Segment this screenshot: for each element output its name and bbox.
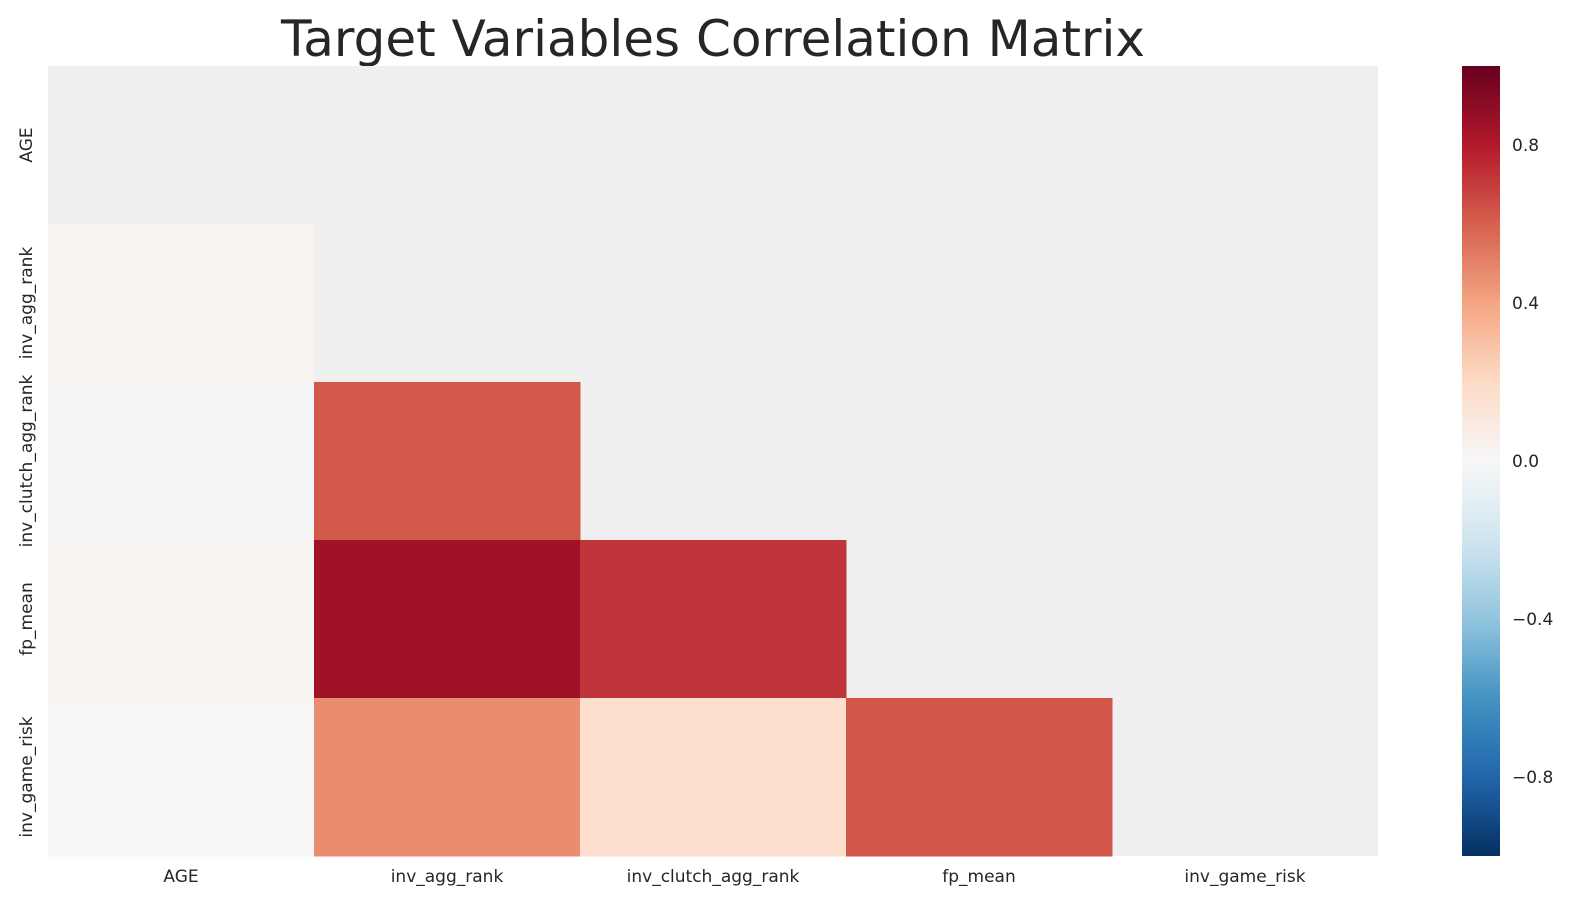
heatmap-cell-inv_game_risk-inv_agg_rank <box>314 698 581 857</box>
chart-title: Target Variables Correlation Matrix <box>280 10 1145 68</box>
y-axis-tick-labels: AGE inv_agg_rank inv_clutch_agg_rank fp_mea… <box>17 127 37 837</box>
heatmap-plot-area <box>48 66 1378 857</box>
y-tick-label: fp_mean <box>17 582 37 656</box>
colorbar-tick-labels: 0.8 0.4 0.0 −0.4 −0.8 <box>1512 136 1553 788</box>
x-tick-label: inv_agg_rank <box>391 867 504 887</box>
heatmap-cell-fp_mean-inv_clutch_agg_rank <box>580 540 847 699</box>
heatmap-cell-fp_mean-inv_agg_rank <box>314 540 581 699</box>
heatmap-cell-inv_clutch_agg_rank-inv_agg_rank <box>314 382 581 541</box>
colorbar-gradient <box>1462 66 1500 856</box>
heatmap-cell-inv_game_risk-fp_mean <box>846 698 1113 857</box>
heatmap-cell-inv_game_risk-inv_clutch_agg_rank <box>580 698 847 857</box>
colorbar-tick-label: −0.4 <box>1512 610 1553 630</box>
y-tick-label: AGE <box>17 127 37 162</box>
x-tick-label: AGE <box>163 867 198 887</box>
colorbar-tick-label: 0.8 <box>1512 136 1539 156</box>
colorbar-tick-label: −0.8 <box>1512 768 1553 788</box>
x-axis-tick-labels: AGE inv_agg_rank inv_clutch_agg_rank fp_mea… <box>163 867 1305 887</box>
heatmap-cell-inv_agg_rank-AGE <box>48 224 315 383</box>
heatmap-cell-fp_mean-AGE <box>48 540 315 699</box>
heatmap-cell-inv_clutch_agg_rank-AGE <box>48 382 315 541</box>
y-tick-label: inv_game_risk <box>17 716 37 837</box>
x-tick-label: inv_game_risk <box>1184 867 1305 887</box>
heatmap-cells <box>48 224 1113 857</box>
heatmap-cell-inv_game_risk-AGE <box>48 698 315 857</box>
x-tick-label: fp_mean <box>942 867 1016 887</box>
y-tick-label: inv_clutch_agg_rank <box>17 374 37 547</box>
colorbar: 0.8 0.4 0.0 −0.4 −0.8 <box>1462 66 1553 856</box>
colorbar-tick-label: 0.4 <box>1512 294 1539 314</box>
y-tick-label: inv_agg_rank <box>17 247 37 360</box>
x-tick-label: inv_clutch_agg_rank <box>627 867 800 887</box>
colorbar-tick-label: 0.0 <box>1512 452 1539 472</box>
